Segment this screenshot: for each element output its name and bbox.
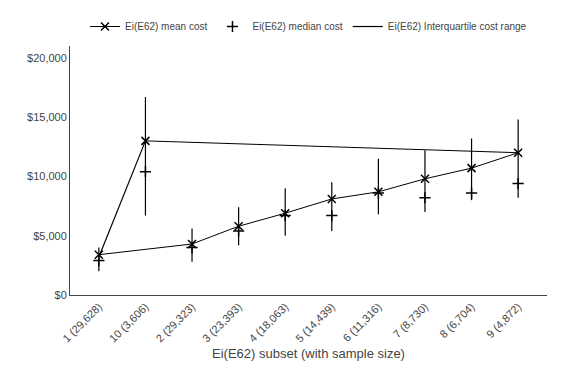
svg-text:2 (29,323): 2 (29,323) [153, 301, 197, 345]
svg-text:$15,000: $15,000 [27, 111, 67, 123]
svg-text:6 (11,316): 6 (11,316) [340, 301, 383, 344]
svg-text:7 (8,730): 7 (8,730) [391, 301, 431, 341]
svg-text:$10,000: $10,000 [27, 170, 67, 182]
svg-text:8 (6,704): 8 (6,704) [437, 301, 477, 341]
svg-text:Ei(E62) mean cost: Ei(E62) mean cost [125, 21, 207, 32]
svg-text:9 (4,872): 9 (4,872) [484, 301, 524, 341]
svg-text:3 (23,393): 3 (23,393) [200, 301, 244, 345]
svg-text:Ei(E62) subset (with sample si: Ei(E62) subset (with sample size) [212, 346, 405, 361]
svg-text:1 (29,628): 1 (29,628) [60, 301, 104, 345]
svg-text:$0: $0 [55, 289, 67, 301]
svg-text:$5,000: $5,000 [33, 230, 67, 242]
svg-text:4 (18,063): 4 (18,063) [247, 301, 291, 345]
svg-text:Ei(E62) Interquartile cost ran: Ei(E62) Interquartile cost range [388, 21, 527, 32]
svg-text:Ei(E62) median cost: Ei(E62) median cost [252, 21, 342, 32]
svg-text:5 (14,439): 5 (14,439) [293, 301, 337, 345]
svg-text:10 (3,606): 10 (3,606) [107, 301, 151, 345]
svg-text:$20,000: $20,000 [27, 52, 67, 64]
